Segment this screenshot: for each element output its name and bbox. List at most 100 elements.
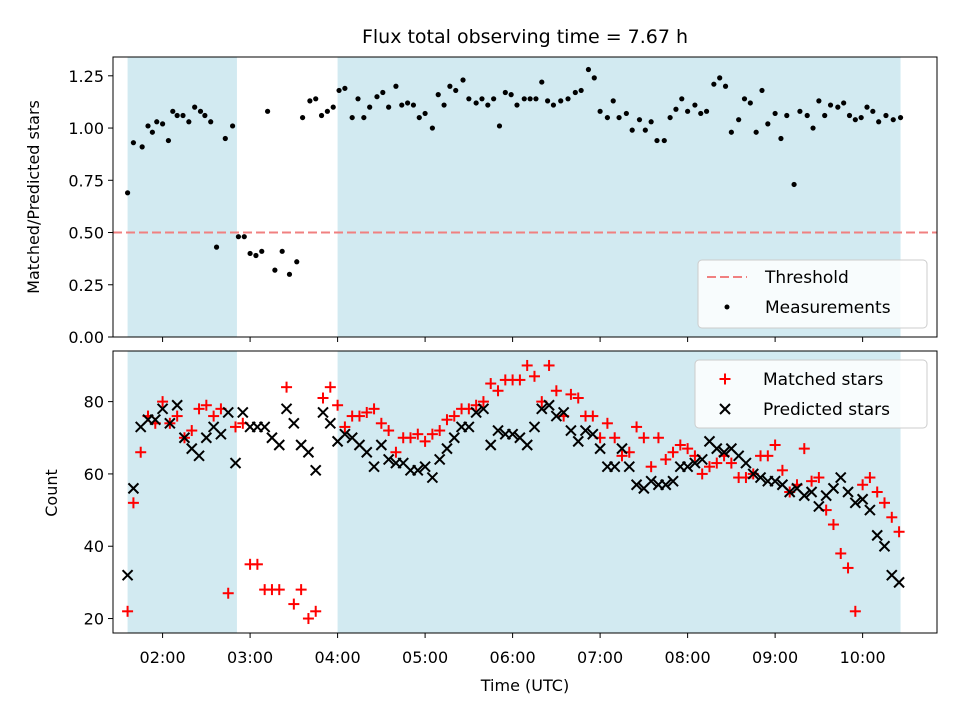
cross-stroke — [886, 569, 898, 581]
cross-stroke — [565, 424, 577, 437]
measurement-point — [846, 112, 853, 119]
cross-stroke — [382, 453, 395, 466]
matched-star-marker — [871, 486, 883, 498]
matched-star-marker — [281, 381, 293, 393]
measurement-point — [673, 106, 679, 112]
predicted-star-marker — [623, 460, 635, 473]
matched-star-marker — [565, 388, 577, 400]
cross-stroke — [121, 569, 134, 581]
matched-star-marker — [208, 410, 220, 422]
measurement-point — [264, 108, 271, 114]
measurement-point — [213, 244, 220, 250]
measurement-point — [324, 108, 330, 114]
measurement-point — [890, 117, 896, 123]
predicted-star-marker — [630, 479, 643, 491]
predicted-star-marker — [477, 403, 490, 415]
cross-stroke — [849, 497, 862, 509]
measurement-point — [386, 104, 392, 110]
measurement-point — [797, 108, 803, 114]
cross-stroke — [732, 450, 745, 462]
matched-star-marker — [776, 464, 788, 476]
predicted-star-marker — [412, 464, 424, 477]
measurement-point — [447, 83, 453, 89]
cross-stroke — [149, 413, 162, 426]
matched-star-marker — [703, 461, 715, 473]
cross-stroke — [871, 529, 883, 542]
cross-stroke — [156, 403, 169, 415]
predicted-star-marker — [368, 460, 380, 473]
matched-star-marker — [827, 519, 839, 531]
cross-stroke — [178, 432, 191, 444]
predicted-star-marker — [805, 486, 818, 498]
top-y-ticks: 0.00 0.25 0.50 0.75 1.00 1.25 — [68, 67, 113, 347]
measurement-point — [741, 96, 748, 102]
matched-star-marker — [638, 432, 650, 444]
measurement-point — [139, 144, 145, 150]
cross-stroke — [127, 482, 140, 495]
matched-star-marker — [864, 472, 876, 484]
measurement-point — [272, 267, 278, 273]
matched-star-marker — [288, 598, 300, 610]
observing-span — [127, 57, 237, 337]
cross-stroke — [703, 435, 716, 448]
cross-stroke — [696, 453, 708, 466]
cross-stroke — [258, 421, 271, 433]
measurement-point — [610, 98, 616, 104]
cross-stroke — [470, 406, 482, 419]
predicted-star-marker — [273, 439, 285, 451]
matched-star-marker — [295, 584, 307, 596]
x-tick-label: 04:00 — [315, 648, 361, 667]
measurement-point — [502, 89, 508, 96]
measurement-point — [124, 190, 131, 196]
top-y-axis-label: Matched/Predicted stars — [24, 100, 43, 294]
cross-stroke — [506, 428, 519, 440]
matched-star-marker — [383, 425, 395, 437]
measurement-point — [473, 100, 479, 106]
measurement-point — [654, 137, 660, 144]
measurement-point — [623, 110, 629, 117]
predicted-star-marker — [463, 421, 475, 433]
x-tick-label: 02:00 — [140, 648, 186, 667]
cross-stroke — [164, 417, 176, 430]
cross-stroke — [353, 439, 366, 451]
matched-star-marker — [251, 558, 263, 570]
measurement-point — [491, 96, 497, 102]
predicted-star-marker — [645, 475, 657, 487]
y-tick-label: 60 — [84, 465, 104, 484]
cross-stroke — [864, 504, 876, 516]
measurement-point — [876, 119, 882, 125]
predicted-star-marker — [215, 428, 227, 440]
cross-stroke — [310, 464, 322, 477]
measurement-point — [648, 119, 654, 125]
measurement-point — [521, 96, 527, 102]
cross-stroke — [514, 432, 526, 444]
measurement-points — [124, 66, 904, 277]
cross-stroke — [645, 475, 657, 487]
matched-star-marker — [572, 392, 584, 404]
matched-star-marker — [798, 443, 810, 455]
top-legend: Threshold Measurements — [697, 259, 928, 329]
measurement-point — [313, 96, 319, 102]
matched-star-marker — [324, 381, 336, 393]
matched-star-marker — [682, 443, 694, 455]
measurement-point — [591, 75, 597, 81]
predicted-star-marker — [164, 417, 176, 430]
measurement-point — [422, 110, 428, 117]
matched-star-marker — [375, 417, 387, 429]
top-axes-frame — [112, 56, 938, 338]
cross-stroke — [171, 399, 183, 411]
matched-star-marker — [696, 468, 708, 480]
y-tick-label: 0.50 — [68, 224, 104, 243]
measurement-point — [597, 108, 603, 114]
cross-stroke — [288, 417, 300, 430]
top-x-ticks — [162, 337, 864, 342]
cross-stroke — [375, 439, 388, 451]
matched-star-marker — [193, 403, 205, 415]
predicted-star-marker — [521, 439, 533, 451]
matched-star-marker — [353, 410, 365, 422]
matched-star-marker — [550, 385, 562, 397]
measurement-point — [810, 125, 816, 131]
matched-star-marker — [441, 414, 453, 426]
cross-stroke — [543, 399, 555, 411]
